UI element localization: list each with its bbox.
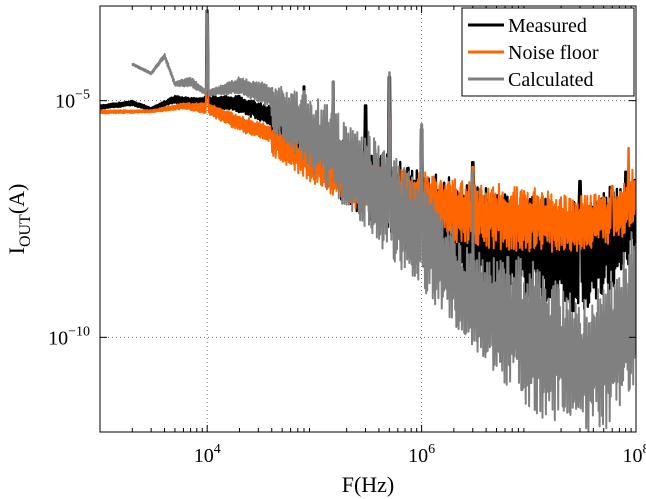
y-axis-label-sub: OUT — [17, 214, 34, 247]
legend: Measured Noise floor Calculated — [461, 7, 635, 97]
legend-label-measured: Measured — [508, 15, 587, 37]
x-tick-label: 108 — [623, 442, 646, 467]
x-tick-label: 106 — [408, 442, 435, 467]
y-axis-label: IOUT(A) — [4, 184, 34, 255]
series-layer — [100, 9, 636, 432]
plot-frame — [99, 5, 637, 433]
y-tick-label: 10−10 — [48, 324, 90, 349]
x-axis-label: F(Hz) — [342, 472, 395, 497]
x-tick-label: 104 — [194, 442, 221, 467]
series-line-calculated — [131, 9, 636, 432]
y-axis-label-unit: (A) — [4, 184, 29, 215]
tick-labels: 104 106 108 10−10 10−5 — [48, 88, 646, 467]
legend-label-calculated: Calculated — [508, 69, 594, 91]
y-axis-label-main: I — [4, 247, 29, 254]
y-tick-label: 10−5 — [55, 88, 90, 113]
legend-label-noise-floor: Noise floor — [508, 42, 599, 64]
